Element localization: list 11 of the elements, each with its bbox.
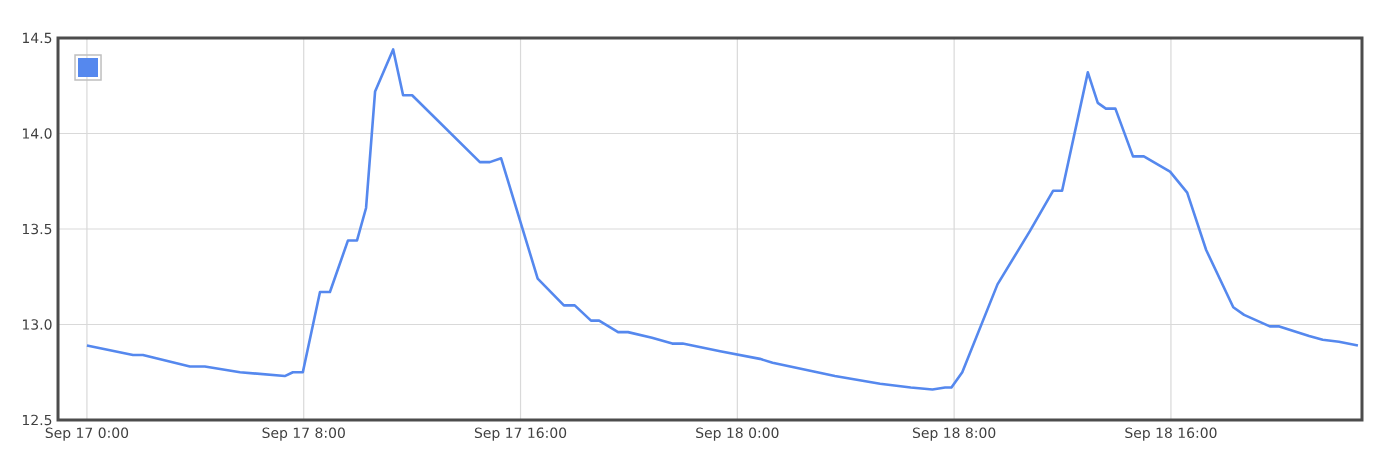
x-tick-label: Sep 17 8:00 [262,427,345,441]
x-tick-label: Sep 17 16:00 [474,427,567,441]
x-tick-label: Sep 17 0:00 [45,427,129,441]
x-tick-label: Sep 18 8:00 [912,427,996,441]
y-tick-label: 14.0 [22,128,52,139]
x-tick-label: Sep 18 0:00 [696,427,779,441]
y-tick-label: 13.5 [22,223,52,235]
x-tick-label: Sep 18 16:00 [1125,427,1217,441]
y-tick-label: 14.5 [22,32,52,44]
y-tick-label: 12.5 [22,414,52,426]
y-tick-label: 13.0 [22,319,52,330]
